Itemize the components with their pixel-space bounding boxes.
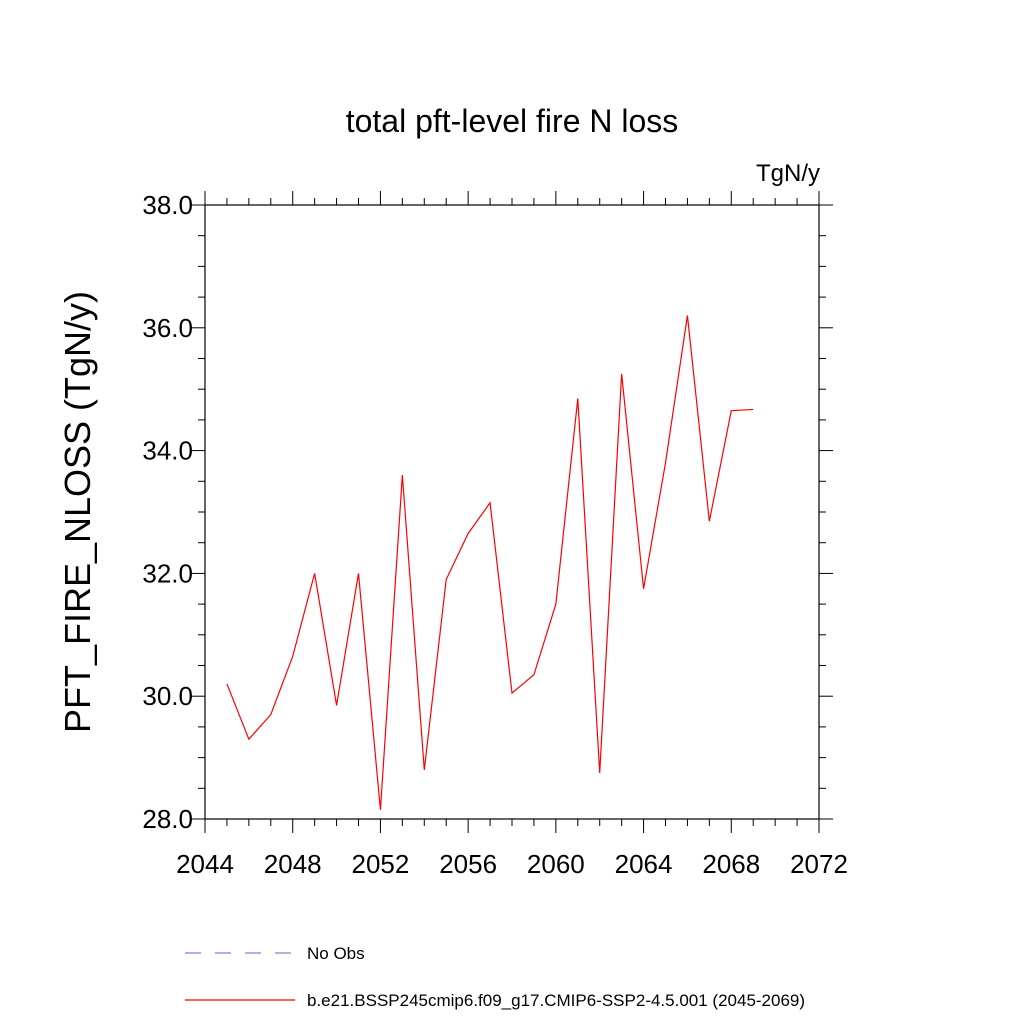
x-axis-tick-labels: 2044 2048 2052 2056 2060 2064 2068 2072 xyxy=(176,849,848,879)
y-tick-label: 38.0 xyxy=(142,190,193,220)
x-tick-label: 2044 xyxy=(176,849,234,879)
series-line-1 xyxy=(226,315,754,810)
x-tick-label: 2068 xyxy=(702,849,760,879)
y-axis-label: PFT_FIRE_NLOSS (TgN/y) xyxy=(57,291,98,733)
chart-title: total pft-level fire N loss xyxy=(346,103,679,139)
plot-frame xyxy=(204,204,820,820)
y-tick-label: 30.0 xyxy=(142,681,193,711)
units-label: TgN/y xyxy=(756,160,820,187)
legend-label-no-obs: No Obs xyxy=(307,944,365,963)
x-tick-label: 2056 xyxy=(439,849,497,879)
x-tick-label: 2048 xyxy=(264,849,322,879)
x-tick-label: 2060 xyxy=(527,849,585,879)
y-tick-label: 34.0 xyxy=(142,436,193,466)
x-tick-label: 2072 xyxy=(790,849,848,879)
y-tick-label: 36.0 xyxy=(142,313,193,343)
x-tick-label: 2052 xyxy=(352,849,410,879)
series-lines xyxy=(226,315,754,810)
y-axis-tick-labels: 28.0 30.0 32.0 34.0 36.0 38.0 xyxy=(142,190,193,834)
y-tick-label: 32.0 xyxy=(142,558,193,588)
legend: No Obs b.e21.BSSP245cmip6.f09_g17.CMIP6-… xyxy=(185,944,805,1010)
legend-label-model-run: b.e21.BSSP245cmip6.f09_g17.CMIP6-SSP2-4.… xyxy=(307,991,805,1010)
x-axis-ticks xyxy=(204,191,820,833)
y-tick-label: 28.0 xyxy=(142,804,193,834)
x-tick-label: 2064 xyxy=(615,849,673,879)
y-axis-ticks xyxy=(191,204,833,820)
